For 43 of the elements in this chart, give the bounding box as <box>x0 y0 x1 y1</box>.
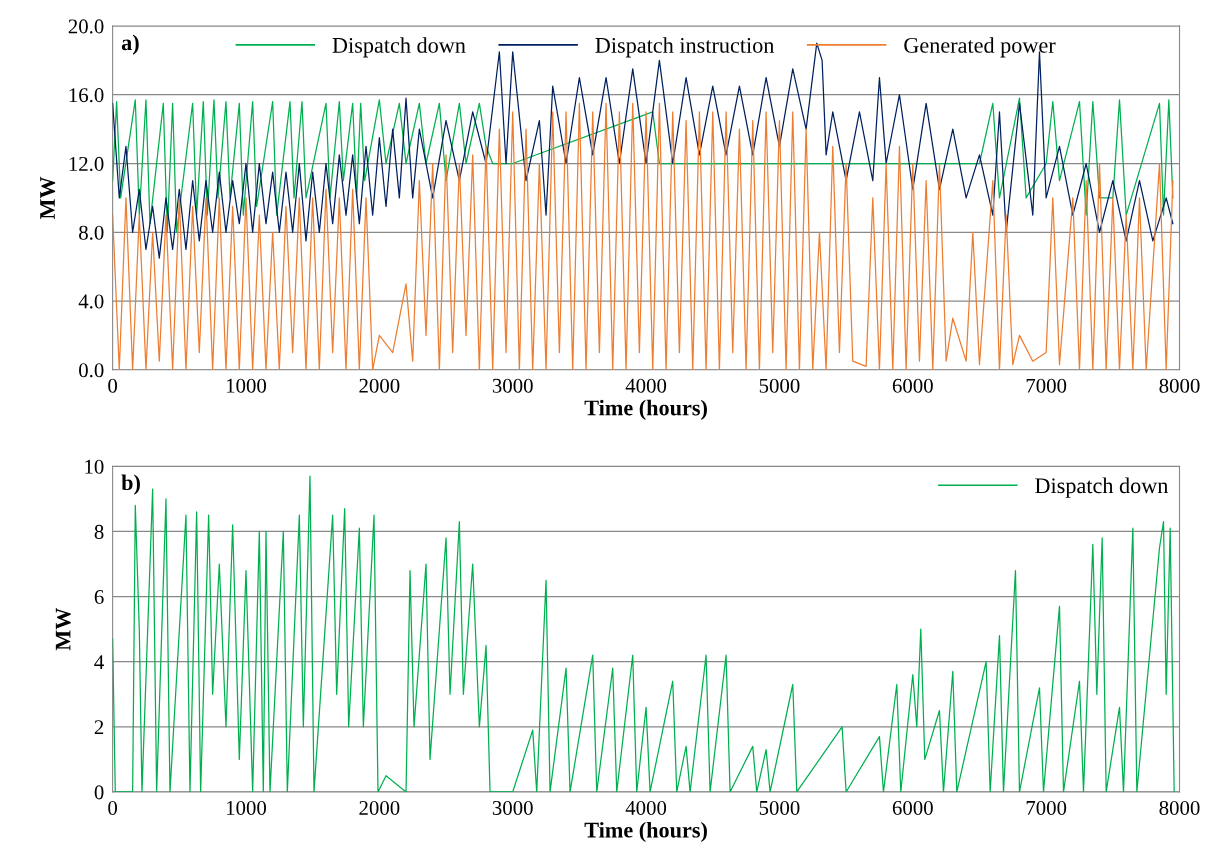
y-tick-label: 8.0 <box>79 225 104 240</box>
line-series <box>112 102 1174 370</box>
x-tick-label: 0 <box>108 378 118 393</box>
line-series <box>112 475 1175 792</box>
x-tick-label: 8000 <box>1159 800 1200 815</box>
y-tick-label: 20.0 <box>68 19 104 34</box>
y-tick-label: 4 <box>94 655 104 669</box>
legend-label: Dispatch down <box>332 37 466 58</box>
x-tick-label: 2000 <box>359 378 400 393</box>
x-tick-label: 5000 <box>759 378 800 393</box>
y-axis-title: MW <box>40 176 56 220</box>
x-axis-title: Time (hours) <box>584 399 707 420</box>
y-tick-label: 8 <box>94 524 104 539</box>
x-axis-title: Time (hours) <box>584 821 707 843</box>
y-tick-label: 12.0 <box>69 156 104 172</box>
chart-title: b) <box>121 474 140 495</box>
chart-title: a) <box>121 34 139 55</box>
y-tick-label: 0.0 <box>79 363 104 378</box>
x-tick-label: 5000 <box>759 800 800 815</box>
line-series <box>112 97 1174 233</box>
x-tick-label: 6000 <box>892 378 933 393</box>
x-tick-label: 3000 <box>492 800 533 815</box>
y-tick-label: 2 <box>94 720 104 735</box>
y-tick-label: 10 <box>85 459 104 474</box>
x-tick-label: 1000 <box>226 800 267 815</box>
legend-label: Generated power <box>904 37 1056 58</box>
legend-label: Dispatch instruction <box>595 37 775 58</box>
y-tick-label: 4.0 <box>78 294 104 309</box>
x-tick-label: 4000 <box>625 800 667 815</box>
y-tick-label: 0 <box>94 785 104 800</box>
x-tick-label: 4000 <box>625 378 667 393</box>
y-tick-label: 6 <box>94 590 104 605</box>
x-tick-label: 8000 <box>1159 378 1200 393</box>
x-tick-label: 6000 <box>892 800 933 815</box>
legend-label: Dispatch down <box>1035 477 1169 498</box>
x-tick-label: 0 <box>108 800 118 815</box>
x-tick-label: 7000 <box>1026 800 1067 815</box>
x-tick-label: 2000 <box>359 800 400 815</box>
y-axis-title: MW <box>55 607 71 651</box>
y-tick-label: 16.0 <box>69 88 104 103</box>
x-tick-label: 7000 <box>1026 378 1067 393</box>
x-tick-label: 3000 <box>492 378 533 393</box>
x-tick-label: 1000 <box>226 378 267 393</box>
